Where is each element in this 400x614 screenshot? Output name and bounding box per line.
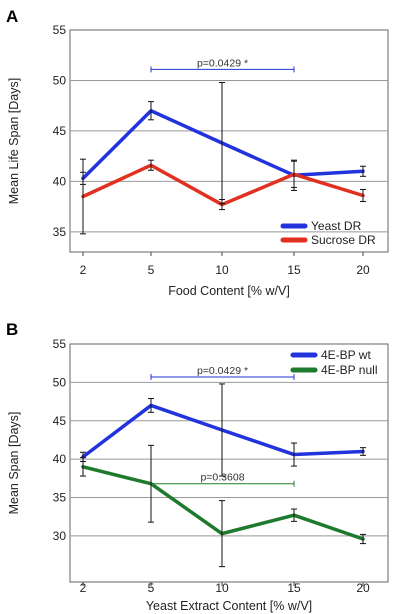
y-axis-title: Mean Span [Days] <box>7 412 21 515</box>
plot-frame <box>69 343 389 583</box>
y-tick-label: 45 <box>53 414 67 428</box>
x-tick-label: 5 <box>148 581 155 595</box>
y-tick-label: 45 <box>53 124 67 138</box>
significance-label: p=0.3608 <box>200 472 244 484</box>
panel-label: B <box>6 320 18 339</box>
legend-label: 4E-BP wt <box>321 348 371 362</box>
x-tick-label: 2 <box>80 263 87 277</box>
y-axis-title: Mean Life Span [Days] <box>7 78 21 204</box>
panel-label: A <box>6 7 18 26</box>
x-tick-label: 10 <box>215 581 229 595</box>
x-tick-label: 15 <box>287 263 301 277</box>
significance-label: p=0.0429 * <box>197 365 248 377</box>
y-tick-label: 35 <box>53 491 67 505</box>
y-tick-label: 40 <box>53 174 67 188</box>
y-tick-label: 55 <box>53 337 67 351</box>
x-tick-label: 20 <box>356 581 370 595</box>
y-tick-label: 55 <box>53 23 67 37</box>
x-tick-label: 20 <box>356 263 370 277</box>
legend-label: 4E-BP null <box>321 363 377 377</box>
significance-label: p=0.0429 * <box>197 57 248 69</box>
legend-label: Sucrose DR <box>311 233 376 247</box>
y-tick-label: 30 <box>53 529 67 543</box>
x-tick-label: 5 <box>148 263 155 277</box>
x-axis-title: Food Content [% w/V] <box>168 284 290 298</box>
x-tick-label: 15 <box>287 581 301 595</box>
x-axis-title: Yeast Extract Content [% w/V] <box>146 599 312 613</box>
x-tick-label: 10 <box>215 263 229 277</box>
y-tick-label: 40 <box>53 452 67 466</box>
y-tick-label: 35 <box>53 225 67 239</box>
x-tick-label: 2 <box>80 581 87 595</box>
legend-label: Yeast DR <box>311 219 362 233</box>
y-tick-label: 50 <box>53 73 67 87</box>
y-tick-label: 50 <box>53 375 67 389</box>
